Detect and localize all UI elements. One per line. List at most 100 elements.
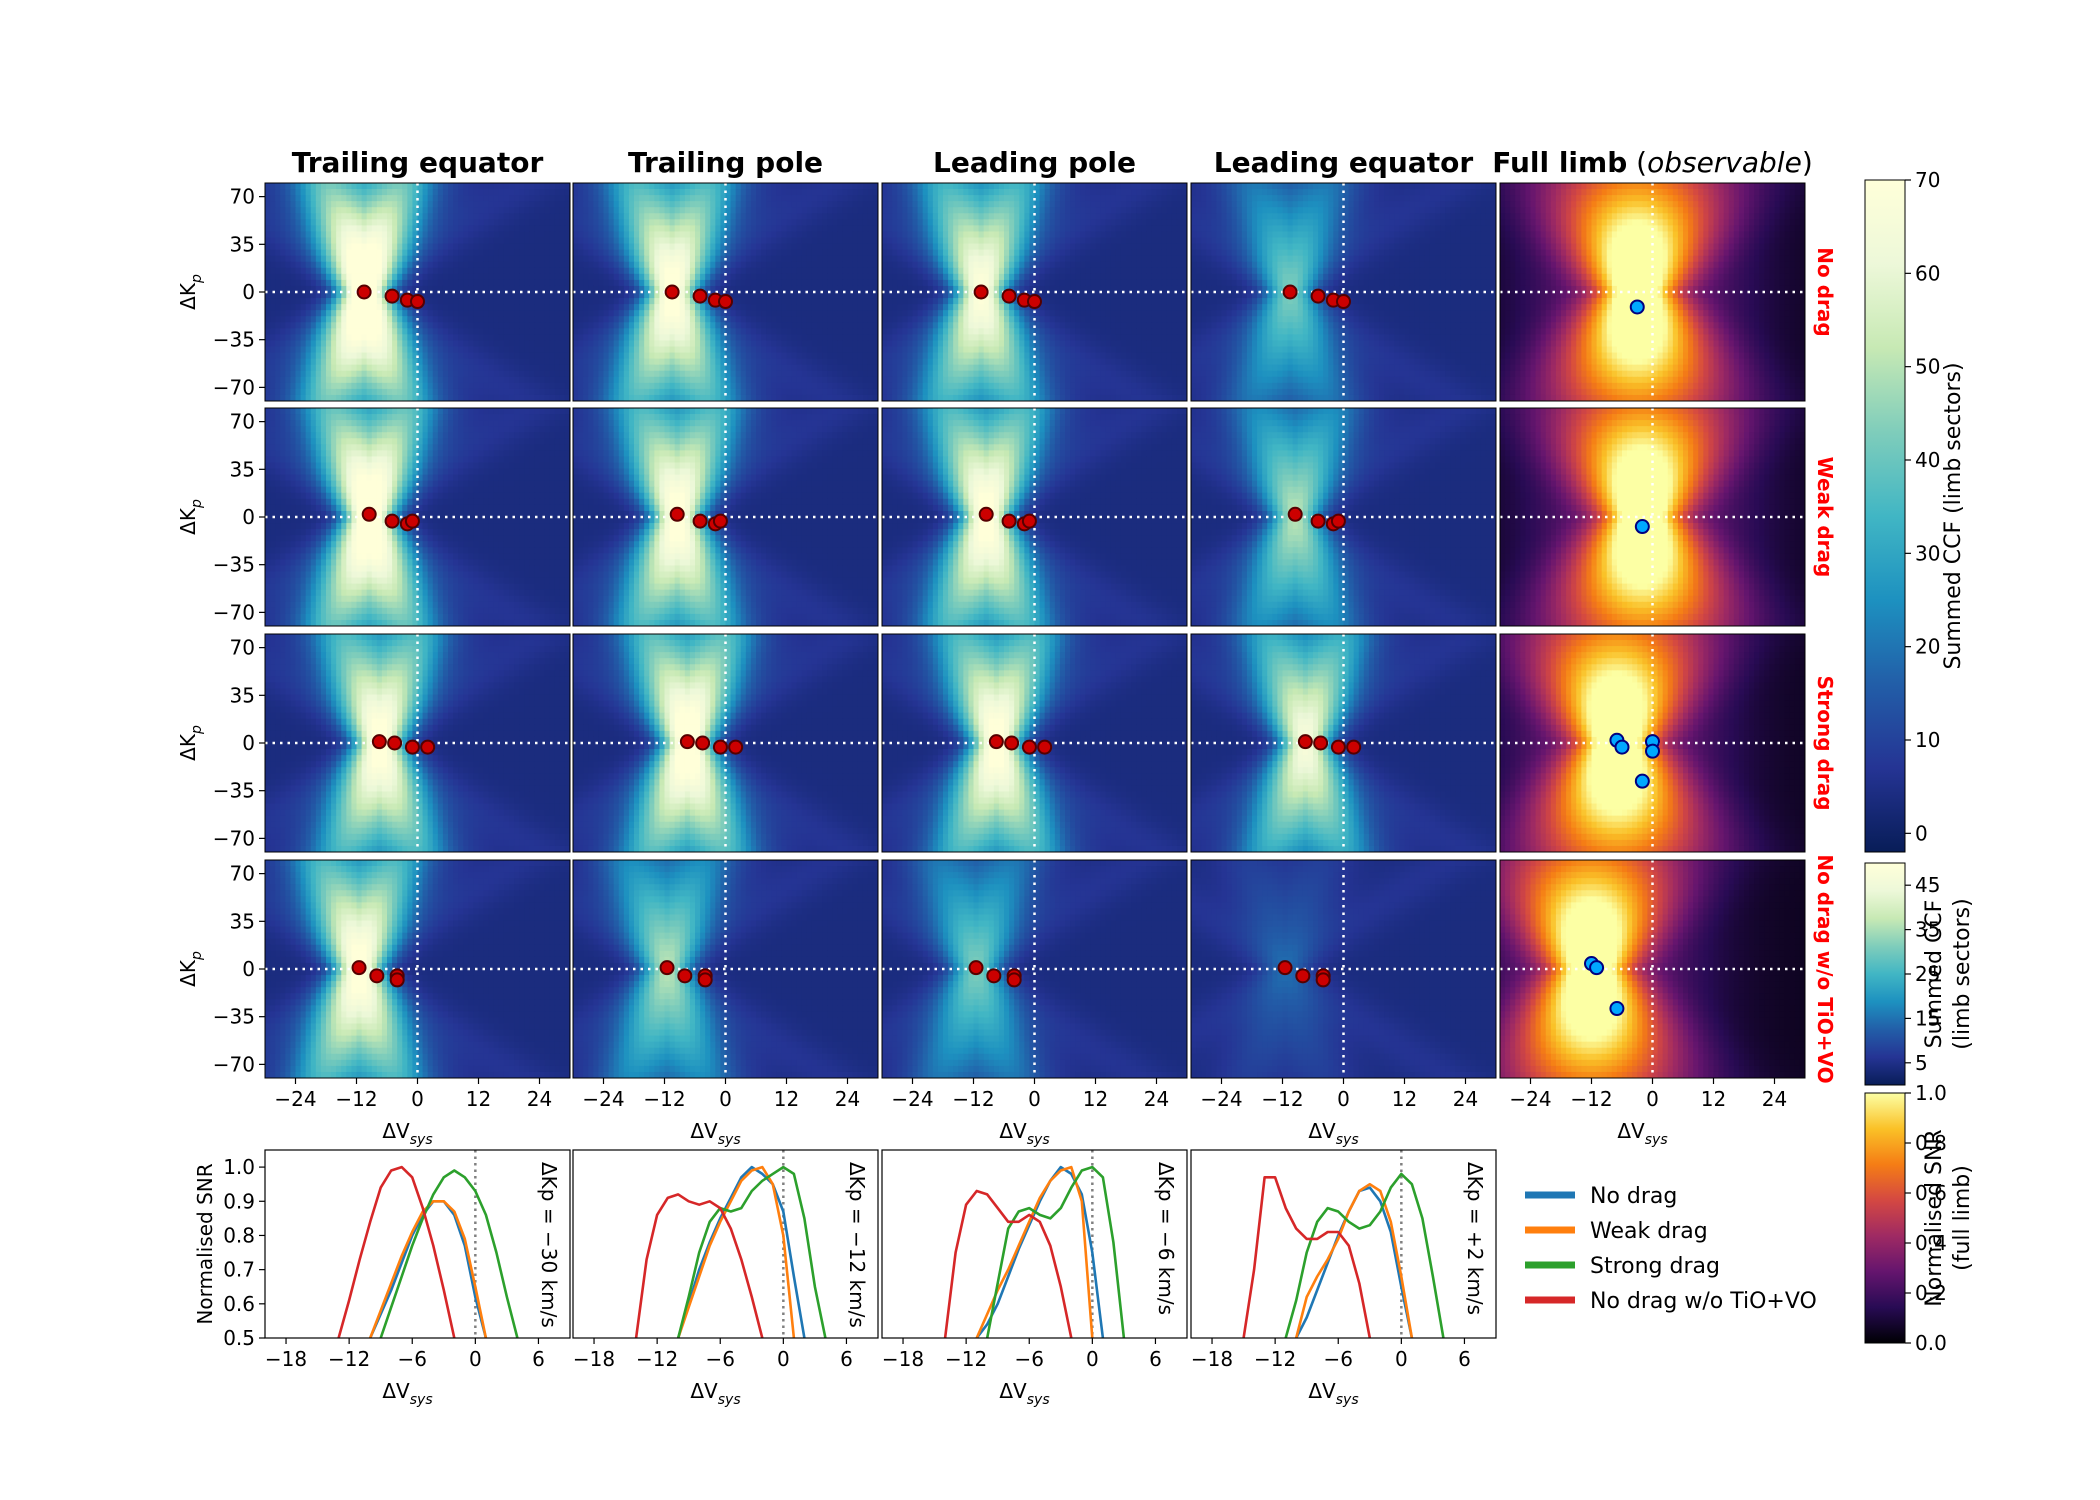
heatmap-cell — [488, 231, 495, 239]
heatmap-cell — [524, 243, 530, 251]
heatmap-cell — [740, 310, 747, 317]
heatmap-cell — [341, 243, 347, 251]
heatmap-cell — [628, 364, 635, 372]
heatmap-cell — [1105, 237, 1112, 245]
heatmap-cell — [583, 364, 589, 372]
heatmap-cell — [573, 394, 579, 401]
heatmap-cell — [822, 195, 828, 202]
heatmap-cell — [608, 189, 615, 196]
heatmap-cell — [539, 285, 546, 293]
heatmap-cell — [305, 255, 312, 263]
heatmap-cell — [867, 304, 874, 311]
heatmap-cell — [305, 382, 312, 390]
heatmap-cell — [361, 249, 368, 257]
heatmap-cell — [483, 195, 490, 202]
heatmap-cell — [573, 322, 579, 329]
heatmap-cell — [664, 267, 671, 275]
heatmap-cell — [588, 346, 594, 354]
heatmap-cell — [583, 346, 589, 354]
heatmap-cell — [684, 201, 691, 208]
heatmap-cell — [387, 352, 393, 360]
heatmap-cell — [448, 225, 454, 233]
heatmap-cell — [837, 346, 844, 354]
heatmap-cell — [801, 298, 808, 305]
heatmap-cell — [524, 370, 530, 378]
heatmap-cell — [867, 207, 874, 214]
heatmap-cell — [735, 316, 742, 323]
heatmap-cell — [628, 213, 635, 220]
heatmap-cell — [659, 292, 666, 299]
heatmap-cell — [483, 352, 490, 360]
heatmap-cell — [781, 346, 788, 354]
heatmap-cell — [463, 183, 469, 190]
heatmap-cell — [514, 370, 520, 378]
heatmap-cell — [1161, 219, 1168, 226]
heatmap-cell — [361, 394, 368, 401]
heatmap-cell — [857, 388, 864, 396]
heatmap-cell — [488, 340, 495, 348]
heatmap-cell — [529, 298, 536, 305]
heatmap-cell — [735, 267, 742, 275]
heatmap-cell — [593, 334, 600, 342]
heatmap-cell — [857, 322, 864, 329]
heatmap-cell — [392, 310, 398, 317]
heatmap-cell — [493, 298, 500, 305]
heatmap-cell — [750, 273, 757, 281]
heatmap-cell — [771, 298, 777, 305]
heatmap-cell — [295, 370, 302, 378]
heatmap-cell — [927, 243, 934, 251]
heatmap-cell — [493, 255, 500, 263]
heatmap-cell — [791, 376, 798, 384]
heatmap-cell — [397, 273, 403, 281]
heatmap-cell — [300, 304, 307, 311]
heatmap-cell — [654, 195, 661, 202]
heatmap-cell — [993, 213, 1000, 220]
heatmap-cell — [493, 364, 500, 372]
heatmap-cell — [603, 279, 610, 287]
heatmap-cell — [432, 243, 439, 251]
heatmap-cell — [351, 249, 358, 257]
heatmap-cell — [811, 231, 818, 239]
heatmap-cell — [806, 292, 813, 299]
heatmap-cell — [305, 249, 312, 257]
heatmap-cell — [468, 304, 475, 311]
heatmap-cell — [695, 322, 701, 329]
heatmap-cell — [608, 225, 615, 233]
heatmap-cell — [559, 304, 566, 311]
heatmap-cell — [978, 207, 985, 214]
heatmap-cell — [519, 370, 525, 378]
heatmap-cell — [376, 382, 383, 390]
heatmap-cell — [463, 322, 469, 329]
heatmap-cell — [483, 213, 490, 220]
heatmap-cell — [265, 310, 271, 317]
heatmap-cell — [488, 364, 495, 372]
heatmap-cell — [618, 382, 625, 390]
heatmap-cell — [639, 243, 645, 251]
heatmap-cell — [326, 261, 332, 269]
heatmap-cell — [659, 382, 666, 390]
heatmap-cell — [669, 316, 676, 323]
heatmap-cell — [801, 279, 808, 287]
heatmap-cell — [285, 279, 292, 287]
heatmap-cell — [448, 340, 454, 348]
heatmap-cell — [842, 249, 849, 257]
heatmap-cell — [356, 249, 363, 257]
heatmap-cell — [361, 358, 368, 366]
heatmap-cell — [730, 316, 737, 323]
heatmap-cell — [509, 201, 515, 208]
heatmap-cell — [654, 370, 661, 378]
heatmap-cell — [564, 195, 570, 202]
heatmap-cell — [417, 249, 424, 257]
heatmap-cell — [628, 358, 635, 366]
heatmap-cell — [679, 189, 686, 196]
heatmap-cell — [968, 213, 975, 220]
heatmap-cell — [872, 376, 878, 384]
heatmap-cell — [422, 388, 429, 396]
heatmap-cell — [745, 370, 752, 378]
heatmap-cell — [295, 292, 302, 299]
heatmap-cell — [427, 304, 434, 311]
heatmap-cell — [598, 376, 605, 384]
heatmap-cell — [634, 388, 640, 396]
heatmap-cell — [478, 394, 485, 401]
heatmap-cell — [750, 219, 757, 226]
